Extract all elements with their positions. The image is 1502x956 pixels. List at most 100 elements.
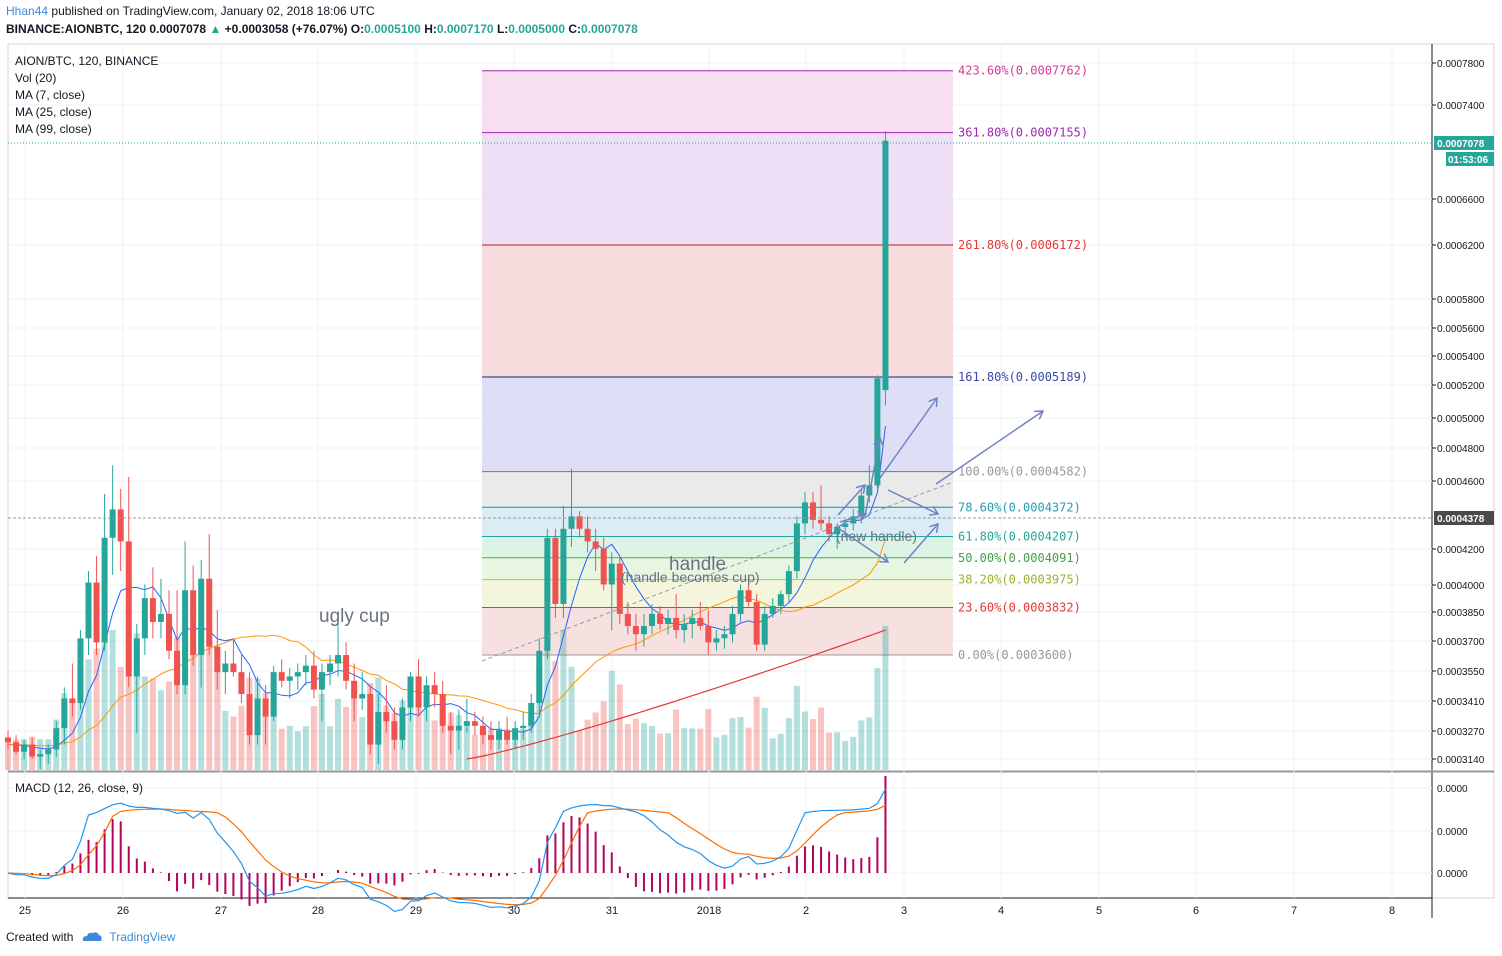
volume-bar xyxy=(431,720,438,770)
y-tick-label: 0.0006200 xyxy=(1437,241,1485,252)
volume-bar xyxy=(174,637,181,770)
volume-bar xyxy=(858,720,865,770)
candle-body xyxy=(496,730,503,740)
volume-bar xyxy=(673,709,680,770)
y-tick-label: 0.0003850 xyxy=(1437,608,1485,619)
volume-bar xyxy=(769,738,776,770)
macd-y-tick-label: 0.0000 xyxy=(1437,784,1468,795)
candle-body xyxy=(5,737,11,743)
volume-bar xyxy=(592,712,599,770)
volume-bar xyxy=(528,715,535,770)
candle-body xyxy=(166,613,172,651)
y-tick-label: 0.0004000 xyxy=(1437,581,1485,592)
candle-body xyxy=(13,742,20,752)
candle-body xyxy=(640,626,647,635)
legend-symbol: AION/BTC, 120, BINANCE xyxy=(15,54,158,68)
volume-bar xyxy=(407,703,414,770)
volume-bar xyxy=(649,725,655,770)
volume-bar xyxy=(624,724,631,770)
candle-body xyxy=(713,638,720,643)
volume-bar xyxy=(415,695,422,770)
author-link[interactable]: Hhan44 xyxy=(6,4,49,18)
candle-body xyxy=(584,528,591,542)
volume-bar xyxy=(351,694,358,770)
axes: 25 26 27 28 29 30 31 2018 2 3 4 5 6 7 8 0.0007800 0.0007… xyxy=(19,59,1485,917)
volume-bar xyxy=(69,698,76,770)
volume-bar xyxy=(826,732,833,770)
candle-body xyxy=(117,509,124,542)
volume-bar xyxy=(214,668,221,770)
fib-level-label: 50.00%(0.0004091) xyxy=(958,551,1081,565)
fib-zone xyxy=(482,536,953,558)
handle-label: handle xyxy=(669,554,726,575)
fib-zone xyxy=(482,132,953,246)
volume-bar xyxy=(536,666,543,770)
fib-level-label: 100.00%(0.0004582) xyxy=(958,465,1088,479)
candle-body xyxy=(721,634,728,639)
macd-y-tick-label: 0.0000 xyxy=(1437,827,1468,838)
y-tick-label: 0.0007400 xyxy=(1437,101,1485,112)
x-tick-label: 28 xyxy=(312,905,324,917)
candle-body xyxy=(310,665,317,690)
candle-body xyxy=(858,495,865,517)
volume-bar xyxy=(125,630,132,770)
y-tick-label: 0.0003140 xyxy=(1437,755,1485,766)
candle-body xyxy=(61,698,68,729)
candles xyxy=(5,131,889,769)
candle-body xyxy=(801,502,808,524)
candle-body xyxy=(874,378,881,486)
high-value: 0.0007170 xyxy=(436,22,494,36)
candle-body xyxy=(488,735,494,740)
candle-body xyxy=(471,721,478,726)
candle-body xyxy=(407,676,414,708)
x-tick-label: 3 xyxy=(901,905,907,917)
volume-bar xyxy=(471,734,478,770)
candle-body xyxy=(45,749,52,755)
close-value: 0.0007078 xyxy=(581,22,638,36)
volume-bar xyxy=(777,733,784,770)
y-tick-label: 0.0003410 xyxy=(1437,697,1485,708)
candle-body xyxy=(463,721,470,726)
candle-body xyxy=(616,563,623,614)
candle-body xyxy=(745,590,752,602)
candle-body xyxy=(318,672,325,690)
candle-body xyxy=(576,516,583,529)
volume-bar xyxy=(600,701,607,770)
publish-info: Hhan44 published on TradingView.com, Jan… xyxy=(6,4,375,18)
volume-bar xyxy=(681,728,688,770)
fib-zone xyxy=(482,376,953,472)
candle-body xyxy=(302,665,309,673)
macd-y-tick-label: 0.0000 xyxy=(1437,869,1468,880)
candle-body xyxy=(375,712,382,745)
volume-bar xyxy=(640,723,647,770)
volume-bar xyxy=(5,739,11,770)
fib-level-label: 261.80%(0.0006172) xyxy=(958,238,1088,252)
volume-bar xyxy=(198,630,205,770)
candle-body xyxy=(544,537,551,651)
candle-body xyxy=(761,613,768,645)
legend-vol: Vol (20) xyxy=(15,71,56,85)
tradingview-brand-link[interactable]: TradingView xyxy=(109,930,176,944)
candle-body xyxy=(882,140,889,391)
price-chart[interactable]: 423.60%(0.0007762)361.80%(0.0007155)261.… xyxy=(0,0,1502,925)
candle-body xyxy=(246,694,253,736)
candle-body xyxy=(673,617,680,631)
candle-body xyxy=(512,728,519,740)
volume-bar xyxy=(576,730,583,770)
candle-body xyxy=(479,725,486,736)
candle-body xyxy=(777,594,784,606)
volume-bar xyxy=(520,728,527,770)
fib-level-label: 78.60%(0.0004372) xyxy=(958,500,1081,514)
x-tick-label: 5 xyxy=(1096,905,1102,917)
fib-zone xyxy=(482,245,953,377)
candle-body xyxy=(190,590,197,656)
volume-bar xyxy=(13,739,20,770)
volume-bar xyxy=(141,676,148,770)
volume-bar xyxy=(504,728,511,770)
ma7-line xyxy=(7,425,886,750)
change-value: +0.0003058 (+76.07%) xyxy=(224,22,348,36)
ohlc-header: BINANCE:AIONBTC, 120 0.0007078 ▲ +0.0003… xyxy=(6,22,638,36)
candle-body xyxy=(850,516,857,524)
candle-body xyxy=(37,754,44,757)
candle-body xyxy=(327,663,333,673)
